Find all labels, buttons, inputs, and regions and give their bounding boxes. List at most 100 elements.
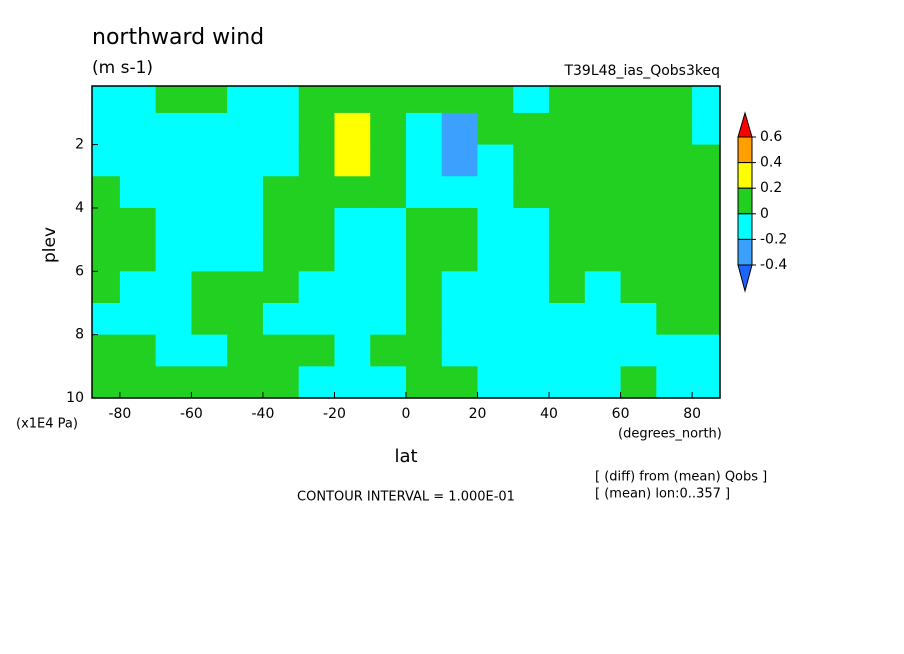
field-cell	[584, 334, 622, 367]
field-cell	[620, 112, 657, 146]
field-cell	[620, 239, 657, 272]
colorbar-label: -0.2	[760, 231, 787, 247]
field-cell	[477, 176, 514, 209]
colorbar-segment	[737, 187, 753, 215]
field-cell	[155, 302, 192, 336]
field-cell	[656, 112, 693, 146]
field-cell	[584, 302, 622, 336]
field-cell	[441, 334, 479, 367]
y-tick-label: 6	[75, 263, 84, 279]
field-cell	[334, 334, 371, 367]
x-tick-label: -40	[252, 406, 275, 422]
field-cell	[119, 302, 157, 336]
field-cell	[227, 239, 264, 272]
field-cell	[334, 302, 371, 336]
contour-interval: CONTOUR INTERVAL = 1.000E-01	[297, 490, 515, 505]
colorbar-segment	[737, 162, 753, 189]
field-cell	[298, 239, 335, 272]
field-cell	[549, 366, 586, 399]
field-cell	[227, 86, 264, 114]
run-tag: T39L48_ias_Qobs3keq	[563, 63, 720, 79]
field-cell	[92, 207, 121, 241]
colorbar-label: 0.2	[760, 180, 782, 196]
field-cell	[441, 271, 479, 304]
field-cell	[692, 302, 721, 336]
field-cell	[441, 302, 479, 336]
x-tick-label: 60	[612, 406, 630, 422]
field-cell	[441, 86, 479, 114]
note: [ (diff) from (mean) Qobs ]	[595, 470, 767, 485]
field-cell	[513, 366, 550, 399]
field-cell	[656, 271, 693, 304]
field-cell	[155, 144, 192, 177]
field-cell	[549, 302, 586, 336]
field-cell	[155, 86, 192, 114]
field-cell	[549, 207, 586, 241]
field-cell	[119, 334, 157, 367]
field-cell	[656, 144, 693, 177]
field-cell	[155, 334, 192, 367]
colorbar-segment	[737, 238, 753, 266]
field-cell	[692, 207, 721, 241]
field-cell	[620, 144, 657, 177]
field-cell	[513, 112, 550, 146]
field-cell	[370, 112, 407, 146]
field-cell	[406, 86, 443, 114]
x-axis-label: lat	[394, 446, 417, 467]
field-cell	[298, 207, 335, 241]
field-cell	[191, 366, 228, 399]
field-cell	[692, 144, 721, 177]
x-axis-unit: (degrees_north)	[618, 427, 722, 442]
field-cell	[549, 112, 586, 146]
field-cell	[584, 271, 622, 304]
field-cell	[334, 239, 371, 272]
y-tick-label: 4	[75, 200, 84, 216]
field-cell	[262, 239, 300, 272]
field-cell	[513, 239, 550, 272]
field-cell	[406, 144, 443, 177]
field-cell	[656, 86, 693, 114]
field-cell	[262, 86, 300, 114]
field-cell	[620, 334, 657, 367]
y-tick-label: 2	[75, 137, 84, 153]
field-cell	[513, 176, 550, 209]
field-cell	[227, 302, 264, 336]
field-cell	[227, 334, 264, 367]
field-cell	[549, 239, 586, 272]
field-cell	[334, 207, 371, 241]
field-cell	[334, 144, 371, 177]
field-cell	[262, 334, 300, 367]
field-cell	[334, 86, 371, 114]
field-cell	[298, 176, 335, 209]
field-cell	[406, 239, 443, 272]
field-cell	[92, 144, 121, 177]
field-cell	[477, 302, 514, 336]
field-cell	[620, 366, 657, 399]
field-cell	[298, 334, 335, 367]
field-cell	[262, 366, 300, 399]
field-cell	[620, 176, 657, 209]
field-cell	[620, 207, 657, 241]
field-cell	[155, 207, 192, 241]
field-cell	[441, 239, 479, 272]
field-cell	[155, 271, 192, 304]
field-cell	[549, 144, 586, 177]
field-cell	[692, 366, 721, 399]
field-cell	[584, 112, 622, 146]
field-cell	[119, 271, 157, 304]
field-cell	[92, 176, 121, 209]
field-cell	[656, 334, 693, 367]
field-cell	[119, 239, 157, 272]
field-cell	[334, 366, 371, 399]
field-cell	[191, 144, 228, 177]
field-cell	[227, 176, 264, 209]
field-cell	[227, 366, 264, 399]
field-cell	[692, 334, 721, 367]
field-cell	[227, 207, 264, 241]
field-cell	[441, 366, 479, 399]
field-cell	[549, 176, 586, 209]
field-cell	[262, 176, 300, 209]
field-cell	[298, 86, 335, 114]
field-cell	[477, 112, 514, 146]
